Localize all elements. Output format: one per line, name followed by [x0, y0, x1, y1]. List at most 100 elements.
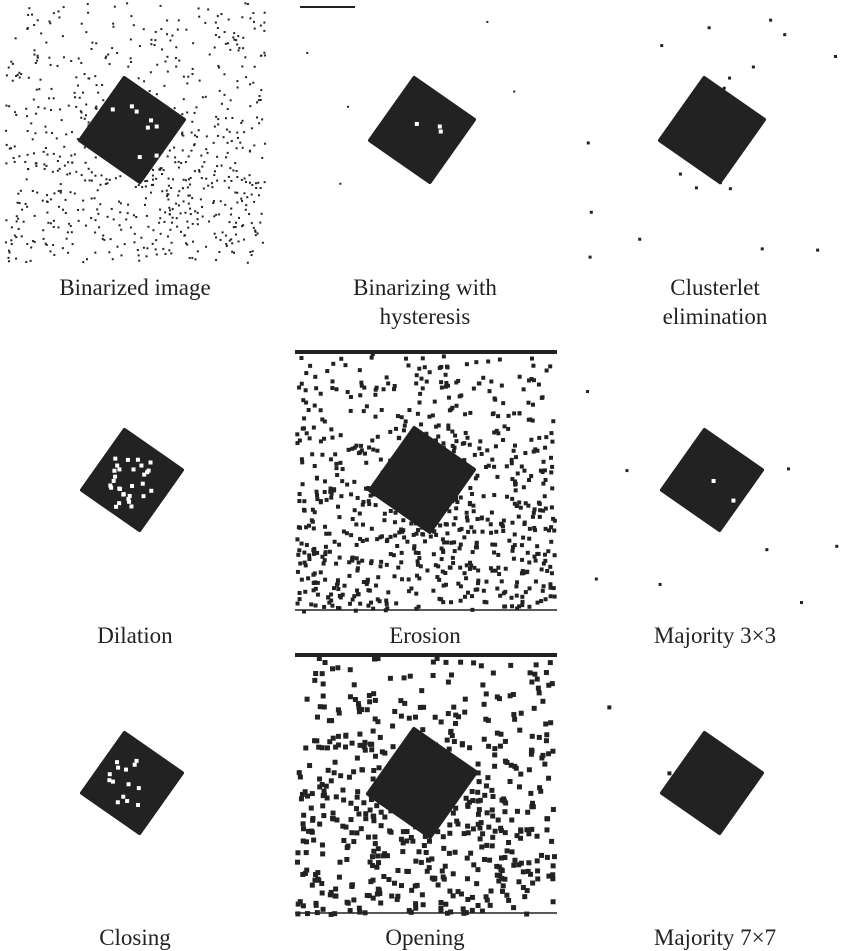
- noise-dot: [355, 795, 360, 800]
- noise-dot: [451, 871, 456, 876]
- noise-dot: [470, 895, 475, 900]
- noise-dot: [71, 231, 73, 233]
- noise-dot: [551, 807, 556, 812]
- noise-dot: [392, 553, 396, 557]
- noise-dot: [371, 768, 376, 773]
- noise-dot: [314, 603, 318, 607]
- noise-dot: [201, 177, 203, 179]
- noise-dot: [418, 705, 423, 710]
- noise-dot: [16, 220, 18, 222]
- noise-dot: [307, 763, 312, 768]
- noise-dot: [509, 596, 513, 600]
- noise-dot: [542, 460, 546, 464]
- noise-dot: [15, 37, 17, 39]
- noise-dot: [421, 902, 426, 907]
- noise-dot: [56, 137, 58, 139]
- noise-dot: [478, 439, 482, 443]
- noise-dot: [379, 564, 383, 568]
- noise-dot: [422, 843, 427, 848]
- noise-dot: [326, 595, 330, 599]
- noise-dot: [465, 824, 470, 829]
- noise-dot: [260, 99, 262, 101]
- noise-dot: [523, 451, 527, 455]
- noise-dot: [84, 118, 86, 120]
- noise-dot: [188, 203, 190, 205]
- noise-dot: [66, 238, 68, 240]
- noise-dot: [43, 151, 45, 153]
- noise-dot: [51, 132, 53, 134]
- noise-dot: [178, 19, 180, 21]
- noise-dot: [307, 408, 311, 412]
- noise-dot: [216, 180, 218, 182]
- noise-dot: [333, 893, 338, 898]
- noise-dot: [479, 820, 484, 825]
- noise-dot: [517, 515, 521, 519]
- noise-dot: [463, 595, 467, 599]
- noise-dot: [367, 446, 371, 450]
- noise-dot: [459, 543, 463, 547]
- noise-dot: [71, 162, 73, 164]
- noise-dot: [301, 838, 306, 843]
- noise-dot: [17, 202, 19, 204]
- noise-dot: [407, 589, 411, 593]
- noise-dot: [191, 257, 193, 259]
- noise-dot: [752, 65, 755, 68]
- noise-dot: [530, 734, 535, 739]
- noise-dot: [355, 556, 359, 560]
- noise-dot: [549, 594, 553, 598]
- noise-dot: [233, 39, 235, 41]
- noise-dot: [421, 386, 425, 390]
- noise-dot: [155, 248, 157, 250]
- noise-dot: [404, 838, 409, 843]
- noise-dot: [472, 566, 476, 570]
- noise-dot: [182, 135, 184, 137]
- noise-dot: [506, 840, 511, 845]
- noise-dot: [319, 408, 323, 412]
- noise-dot: [314, 903, 319, 908]
- noise-dot: [130, 15, 132, 17]
- noise-dot: [327, 601, 331, 605]
- noise-dot: [320, 671, 325, 676]
- noise-dot: [138, 254, 140, 256]
- noise-dot: [218, 36, 220, 38]
- noise-dot: [551, 899, 556, 904]
- noise-dot: [224, 31, 226, 33]
- noise-dot: [227, 152, 229, 154]
- noise-dot: [251, 127, 253, 129]
- noise-dot: [348, 694, 353, 699]
- noise-dot: [326, 768, 331, 773]
- noise-dot: [323, 490, 327, 494]
- noise-dot: [440, 869, 445, 874]
- noise-dot: [95, 156, 97, 158]
- noise-dot: [26, 243, 28, 245]
- noise-dot: [205, 96, 207, 98]
- noise-dot: [215, 259, 217, 261]
- noise-dot: [211, 182, 213, 184]
- noise-dot: [532, 706, 537, 711]
- noise-dot: [470, 594, 474, 598]
- noise-dot: [502, 519, 506, 523]
- noise-dot: [242, 147, 244, 149]
- noise-dot: [190, 150, 192, 152]
- noise-dot: [109, 63, 111, 65]
- noise-dot: [385, 853, 390, 858]
- noise-dot: [498, 744, 503, 749]
- noise-dot: [238, 217, 240, 219]
- noise-dot: [301, 427, 305, 431]
- noise-dot: [501, 438, 505, 442]
- noise-dot: [480, 831, 485, 836]
- noise-dot: [218, 213, 220, 215]
- noise-dot: [375, 449, 379, 453]
- noise-dot: [94, 252, 96, 254]
- noise-dot: [361, 523, 365, 527]
- noise-dot: [116, 52, 118, 54]
- noise-dot: [404, 357, 408, 361]
- noise-dot: [49, 22, 51, 24]
- noise-dot: [532, 511, 536, 515]
- noise-dot: [58, 190, 60, 192]
- noise-dot: [60, 192, 62, 194]
- noise-dot: [311, 573, 315, 577]
- noise-dot: [242, 224, 244, 226]
- noise-dot: [447, 822, 452, 827]
- noise-dot: [11, 226, 13, 228]
